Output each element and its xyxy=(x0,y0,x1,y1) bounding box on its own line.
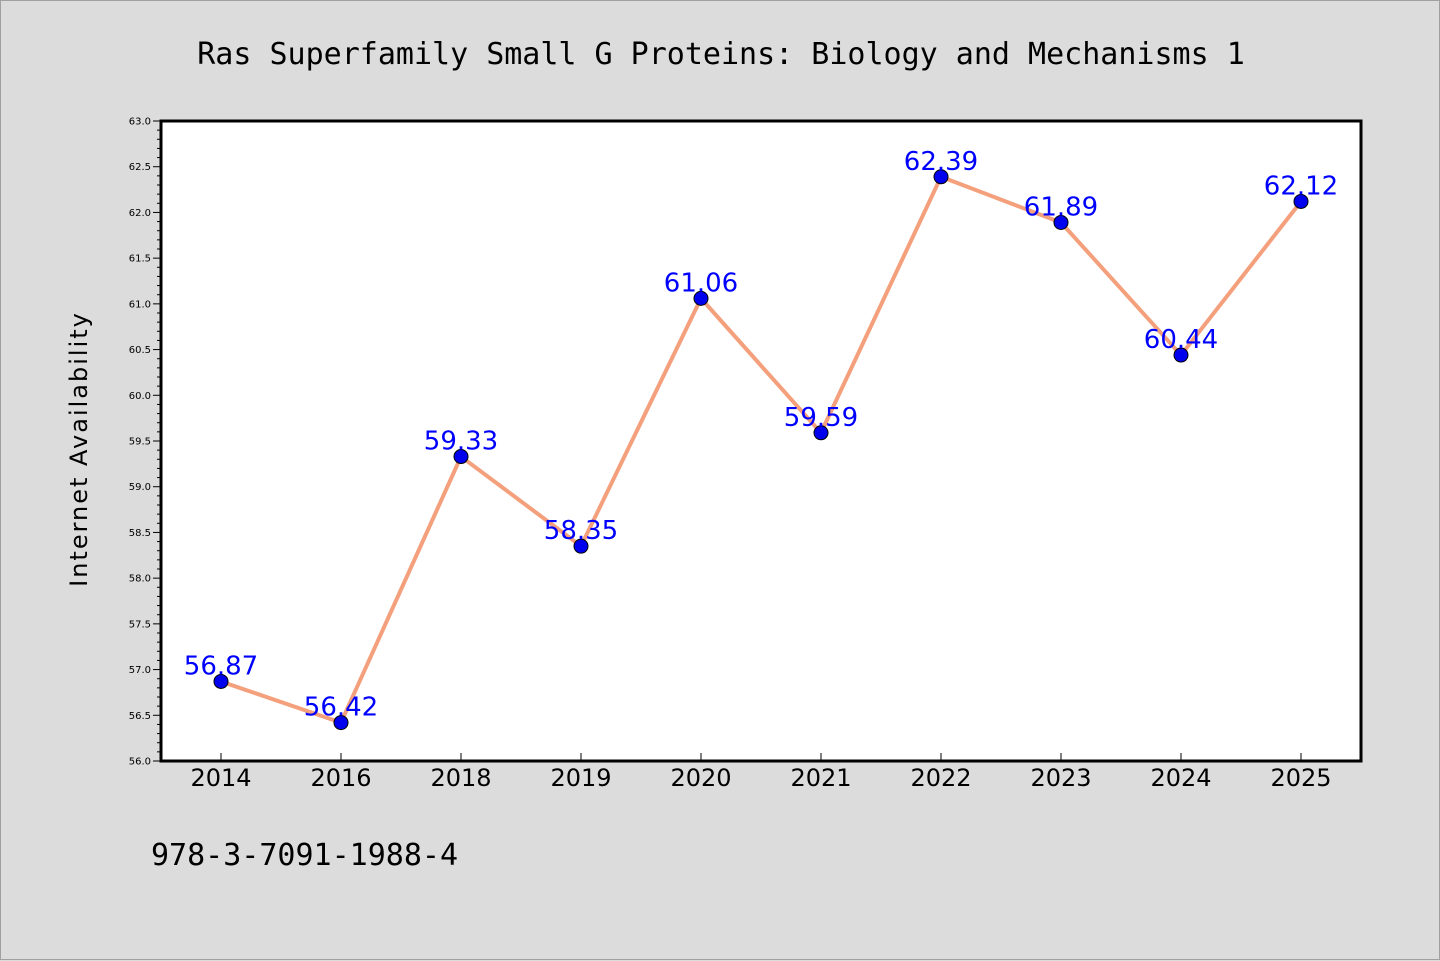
x-tick-label: 2018 xyxy=(430,764,491,792)
data-label: 56.42 xyxy=(304,693,378,723)
data-label: 60.44 xyxy=(1144,325,1218,355)
x-tick-label: 2014 xyxy=(190,764,251,792)
data-label: 59.33 xyxy=(424,427,498,457)
y-tick-label: 63.0 xyxy=(129,117,151,128)
y-axis-label: Internet Availability xyxy=(65,311,93,587)
x-tick-label: 2021 xyxy=(790,764,851,792)
data-label: 58.35 xyxy=(544,516,618,546)
data-label: 62.12 xyxy=(1264,171,1338,201)
y-tick-label: 59.5 xyxy=(129,437,151,448)
series-layer: 56.87 56.42 59.33 58.35 61.06 59.59 62.39 61.89… xyxy=(184,147,1338,731)
x-axis-ticks: 2014 2016 2018 2019 2020 2021 2022 2023 2024 2025 xyxy=(190,753,1332,792)
data-label: 61.89 xyxy=(1024,192,1098,222)
data-point xyxy=(813,425,829,441)
y-tick-label: 56.0 xyxy=(129,757,151,768)
x-tick-label: 2024 xyxy=(1150,764,1211,792)
data-point xyxy=(1173,347,1189,363)
series-line xyxy=(219,174,1303,725)
y-axis-ticks: 56.0 56.5 57.0 57.5 58.0 58.5 59.0 59.5 60.0 60.5… xyxy=(129,117,161,768)
data-point xyxy=(933,169,949,185)
x-tick-label: 2022 xyxy=(910,764,971,792)
y-tick-label: 61.5 xyxy=(129,254,151,265)
y-tick-label: 57.0 xyxy=(129,665,151,676)
y-tick-label: 61.0 xyxy=(129,299,151,310)
x-tick-label: 2023 xyxy=(1030,764,1091,792)
y-tick-label: 62.5 xyxy=(129,162,151,173)
chart-title: Ras Superfamily Small G Proteins: Biolog… xyxy=(197,37,1245,72)
y-tick-label: 60.0 xyxy=(129,391,151,402)
data-label: 56.87 xyxy=(184,651,258,681)
plot-area xyxy=(161,121,1361,761)
plot-frame xyxy=(159,119,1363,763)
data-point xyxy=(573,538,589,554)
y-tick-label: 60.5 xyxy=(129,345,151,356)
data-point xyxy=(453,449,469,465)
data-point xyxy=(693,290,709,306)
data-point xyxy=(1053,214,1069,230)
y-tick-label: 56.5 xyxy=(129,711,151,722)
data-point xyxy=(1293,193,1309,209)
data-point xyxy=(213,673,229,689)
y-tick-label: 58.5 xyxy=(129,528,151,539)
x-tick-label: 2019 xyxy=(550,764,611,792)
x-tick-label: 2016 xyxy=(310,764,371,792)
y-tick-label: 62.0 xyxy=(129,208,151,219)
x-tick-label: 2025 xyxy=(1270,764,1331,792)
y-tick-label: 59.0 xyxy=(129,482,151,493)
isbn-label: 978-3-7091-1988-4 xyxy=(151,838,458,873)
x-tick-label: 2020 xyxy=(670,764,731,792)
y-tick-label: 57.5 xyxy=(129,619,151,630)
data-label: 61.06 xyxy=(664,268,738,298)
y-tick-label: 58.0 xyxy=(129,574,151,585)
data-label: 62.39 xyxy=(904,147,978,177)
data-point xyxy=(333,715,349,731)
data-label: 59.59 xyxy=(784,403,858,433)
